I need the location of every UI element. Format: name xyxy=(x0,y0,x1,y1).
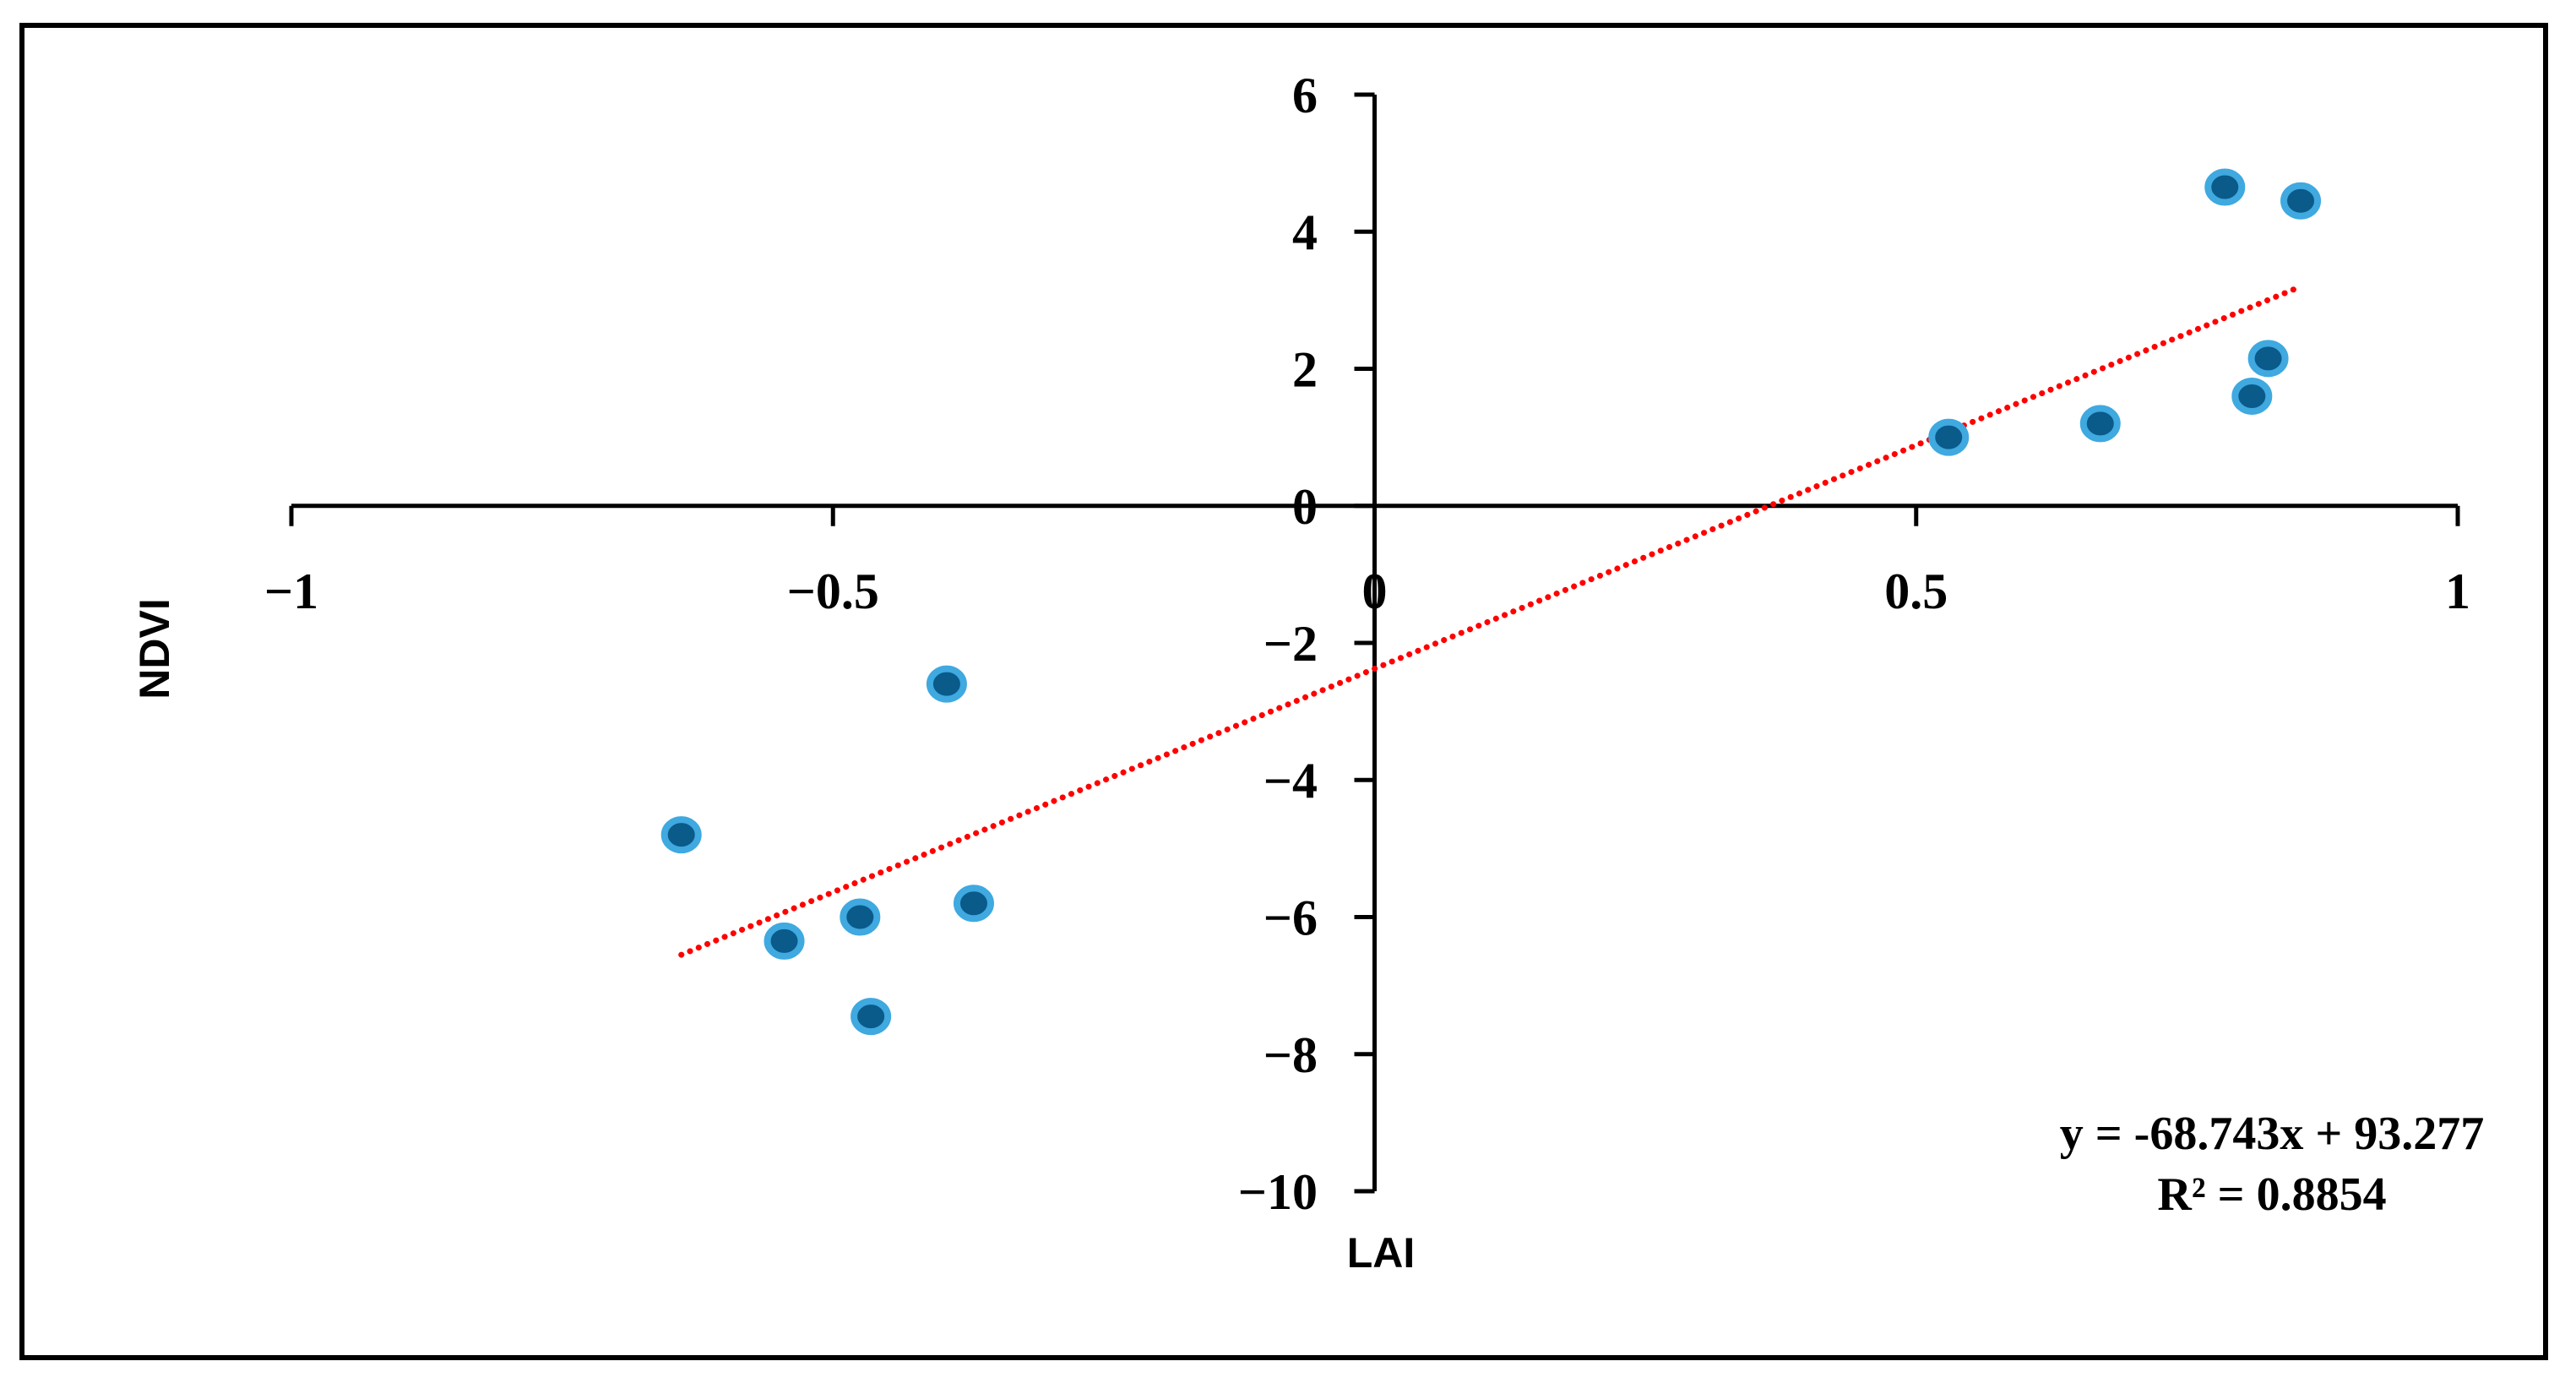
data-point xyxy=(764,922,805,960)
data-point xyxy=(1928,418,1970,456)
data-point xyxy=(953,885,994,923)
x-axis-title: LAI xyxy=(1347,1229,1416,1277)
tick-labels: −1 −0.5 0 0.5 1 −10 −8 −6 −4 −2 0 2 4 6 xyxy=(264,68,2470,1220)
x-tick-label: −1 xyxy=(264,564,318,619)
y-tick-label: 4 xyxy=(1292,204,1318,260)
y-tick-label: 2 xyxy=(1292,342,1318,398)
x-tick-label: 0.5 xyxy=(1884,564,1948,619)
axes xyxy=(289,92,2460,1194)
data-point xyxy=(2079,405,2121,443)
x-tick-label: 1 xyxy=(2445,564,2470,619)
y-tick-label: 6 xyxy=(1292,68,1318,123)
y-tick-label: −6 xyxy=(1264,890,1318,946)
trendline-layer xyxy=(678,283,2304,958)
data-point xyxy=(2204,168,2246,206)
data-point xyxy=(2247,340,2289,378)
trendline xyxy=(678,283,2304,958)
data-point xyxy=(851,998,892,1036)
r-squared-label: R² = 0.8854 xyxy=(2157,1168,2386,1221)
y-tick-label: −10 xyxy=(1238,1164,1318,1220)
data-point xyxy=(660,816,702,854)
data-point xyxy=(2231,377,2273,415)
y-tick-label: −8 xyxy=(1264,1027,1318,1083)
y-axis-title: NDVI xyxy=(131,598,178,699)
data-point xyxy=(2280,182,2322,220)
y-tick-label: 0 xyxy=(1292,479,1318,535)
data-points xyxy=(660,168,2322,1036)
x-tick-label: −0.5 xyxy=(787,564,879,619)
regression-equation: y = -68.743x + 93.277 xyxy=(2060,1108,2484,1160)
x-tick-label: 0 xyxy=(1362,564,1388,619)
chart-border xyxy=(19,23,2548,1360)
y-tick-label: −4 xyxy=(1264,753,1318,809)
data-point xyxy=(926,665,967,703)
y-tick-label: −2 xyxy=(1264,616,1318,672)
data-point xyxy=(840,898,881,936)
